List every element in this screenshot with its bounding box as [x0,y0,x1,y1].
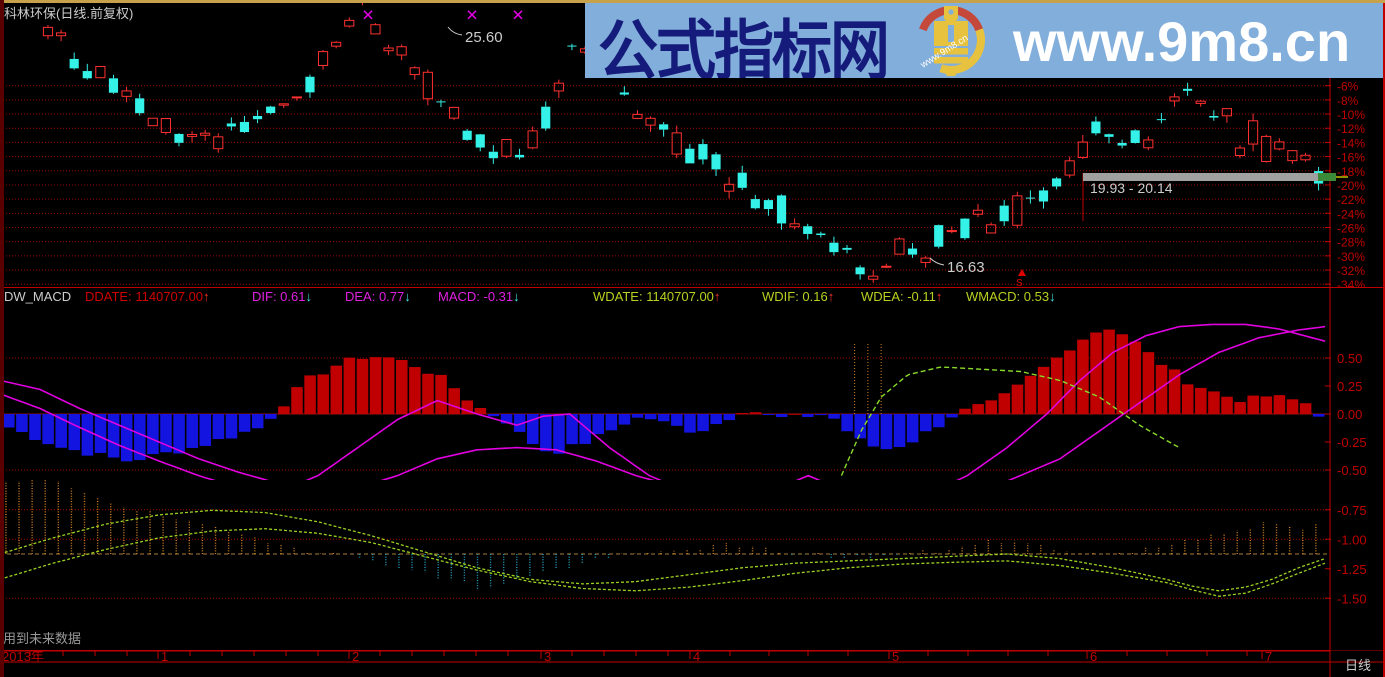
svg-text:-0.50: -0.50 [1337,463,1367,478]
svg-text:16.63: 16.63 [947,259,985,276]
svg-text:-20%: -20% [1337,179,1365,193]
svg-text:5: 5 [892,650,899,664]
svg-text:3: 3 [544,650,551,664]
svg-text:-6%: -6% [1337,80,1359,94]
svg-text:19.93 - 20.14: 19.93 - 20.14 [1090,180,1173,196]
svg-text:0.25: 0.25 [1337,379,1362,394]
svg-text:-16%: -16% [1337,151,1365,165]
svg-text:-12%: -12% [1337,122,1365,136]
svg-text:2013年: 2013年 [2,650,44,664]
svg-text:S: S [1016,278,1023,287]
svg-text:日线: 日线 [1345,658,1371,673]
svg-text:-1.25: -1.25 [1337,562,1367,577]
svg-text:-1.50: -1.50 [1337,591,1367,606]
svg-text:-18%: -18% [1337,165,1365,179]
svg-text:1: 1 [161,650,168,664]
svg-text:-8%: -8% [1337,94,1359,108]
svg-text:-0.75: -0.75 [1337,503,1367,518]
svg-text:-10%: -10% [1337,108,1365,122]
svg-text:-26%: -26% [1337,222,1365,236]
svg-text:-34%: -34% [1337,278,1365,287]
svg-text:-28%: -28% [1337,236,1365,250]
svg-text:2: 2 [352,650,359,664]
svg-text:7: 7 [1265,650,1272,664]
svg-text:-30%: -30% [1337,250,1365,264]
svg-text:-1.00: -1.00 [1337,532,1367,547]
svg-text:0.50: 0.50 [1337,351,1362,366]
svg-text:0.00: 0.00 [1337,407,1362,422]
svg-text:-22%: -22% [1337,193,1365,207]
svg-text:-24%: -24% [1337,207,1365,221]
svg-text:-32%: -32% [1337,264,1365,278]
svg-text:25.60: 25.60 [465,29,503,46]
svg-text:-0.25: -0.25 [1337,435,1367,450]
svg-text:6: 6 [1090,650,1097,664]
svg-text:-14%: -14% [1337,136,1365,150]
svg-text:4: 4 [693,650,700,664]
